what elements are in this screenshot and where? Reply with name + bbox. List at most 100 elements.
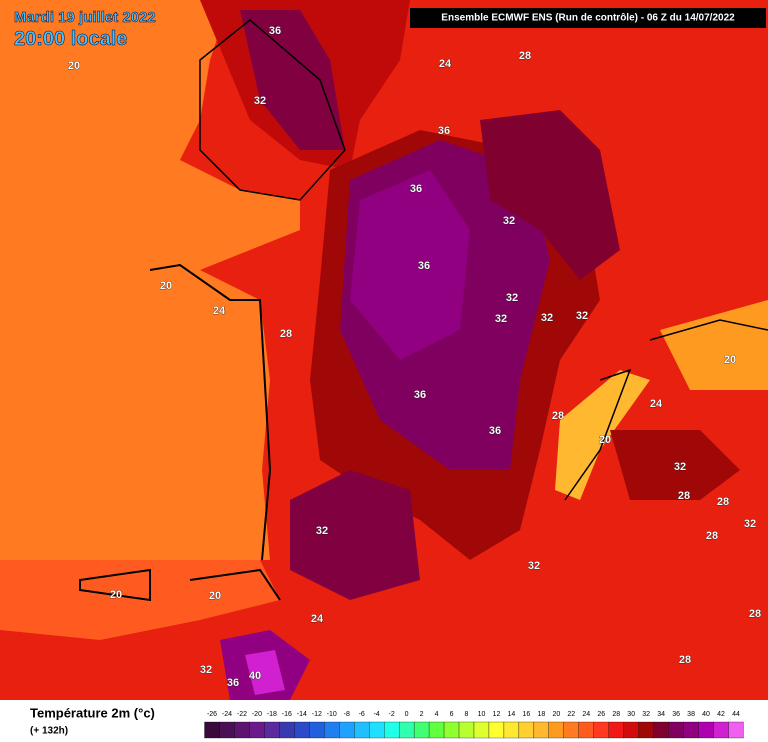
scale-tick-label: 8 bbox=[465, 711, 469, 718]
legend-subtitle: (+ 132h) bbox=[30, 726, 68, 737]
scale-tick-label: 16 bbox=[523, 711, 531, 718]
color-swatch bbox=[234, 721, 250, 739]
color-swatch bbox=[653, 721, 669, 739]
contour-label: 32 bbox=[541, 312, 553, 324]
contour-label: 28 bbox=[280, 328, 292, 340]
contour-label: 36 bbox=[414, 389, 426, 401]
header-box bbox=[410, 8, 766, 28]
scale-tick-label: -20 bbox=[252, 711, 262, 718]
contour-label: 32 bbox=[316, 525, 328, 537]
color-swatch bbox=[488, 721, 505, 739]
color-swatch bbox=[548, 721, 564, 739]
scale-tick-label: -16 bbox=[282, 711, 292, 718]
contour-label: 28 bbox=[678, 490, 690, 502]
color-swatch bbox=[683, 721, 699, 739]
scale-tick-label: -12 bbox=[312, 711, 322, 718]
contour-label: 36 bbox=[227, 677, 239, 689]
contour-label: 32 bbox=[495, 313, 507, 325]
scale-tick-label: 42 bbox=[717, 711, 725, 718]
color-swatch bbox=[309, 721, 325, 739]
contour-label: 24 bbox=[439, 58, 452, 70]
color-swatch bbox=[578, 721, 594, 739]
contour-label: 32 bbox=[200, 664, 212, 676]
scale-tick-label: 12 bbox=[493, 711, 501, 718]
scale-tick-label: 14 bbox=[508, 711, 516, 718]
color-swatch bbox=[413, 721, 430, 739]
scale-tick-label: -10 bbox=[327, 711, 337, 718]
color-swatch bbox=[503, 721, 520, 739]
scale-tick-label: 32 bbox=[642, 711, 650, 718]
contour-label: 24 bbox=[311, 613, 324, 625]
scale-tick-label: 20 bbox=[552, 711, 560, 718]
scale-tick-label: 36 bbox=[672, 711, 680, 718]
map-date: Mardi 19 juillet 2022 bbox=[14, 9, 156, 26]
contour-label: 28 bbox=[552, 410, 564, 422]
scale-tick-label: -18 bbox=[267, 711, 277, 718]
contour-label: 28 bbox=[706, 530, 718, 542]
color-swatch bbox=[354, 721, 370, 739]
scale-tick-label: 30 bbox=[627, 711, 635, 718]
contour-lines bbox=[199, 19, 768, 501]
scale-tick-label: 40 bbox=[702, 711, 710, 718]
contour-label: 20 bbox=[160, 280, 172, 292]
color-swatch bbox=[279, 721, 295, 739]
color-swatch bbox=[473, 721, 490, 739]
scale-tick-label: 4 bbox=[435, 711, 439, 718]
contour-label: 20 bbox=[68, 60, 80, 72]
color-swatch bbox=[623, 721, 639, 739]
contour-label: 28 bbox=[519, 50, 531, 62]
color-swatch bbox=[219, 721, 235, 739]
contour-label: 24 bbox=[213, 305, 226, 317]
scale-tick-label: -24 bbox=[222, 711, 232, 718]
scale-tick-label: 24 bbox=[582, 711, 590, 718]
color-swatch bbox=[324, 721, 340, 739]
contour-label: 20 bbox=[209, 590, 221, 602]
contour-label: 20 bbox=[724, 354, 736, 366]
legend-title: Température 2m (°c) bbox=[30, 705, 155, 720]
contour-label: 28 bbox=[717, 496, 729, 508]
map-time: 20:00 locale bbox=[14, 28, 127, 50]
color-swatch bbox=[428, 721, 445, 739]
scale-tick-label: 10 bbox=[478, 711, 486, 718]
color-swatch bbox=[563, 721, 579, 739]
color-swatch bbox=[264, 721, 280, 739]
contour-label: 32 bbox=[674, 461, 686, 473]
scale-tick-label: -4 bbox=[374, 711, 380, 718]
contour-label: 36 bbox=[418, 260, 430, 272]
scale-tick-label: 28 bbox=[612, 711, 620, 718]
color-swatch bbox=[384, 721, 400, 739]
contour-label: 36 bbox=[489, 425, 501, 437]
ocean-warm bbox=[0, 0, 300, 560]
contour-label: 32 bbox=[254, 95, 266, 107]
color-swatch bbox=[668, 721, 684, 739]
spain-hot bbox=[290, 470, 420, 600]
color-swatch bbox=[713, 721, 729, 739]
contour-label: 28 bbox=[679, 654, 691, 666]
color-swatch bbox=[533, 721, 550, 739]
scale-tick-label: -14 bbox=[297, 711, 307, 718]
contour-label: 20 bbox=[599, 434, 611, 446]
contour-label: 32 bbox=[528, 560, 540, 572]
sea-zone bbox=[0, 560, 280, 640]
scale-tick-label: 34 bbox=[657, 711, 665, 718]
color-swatch bbox=[518, 721, 535, 739]
alps-west-cool bbox=[555, 370, 650, 500]
scale-tick-label: -6 bbox=[359, 711, 365, 718]
contour-label: 32 bbox=[744, 518, 756, 530]
color-swatch bbox=[638, 721, 654, 739]
color-swatch bbox=[339, 721, 355, 739]
color-swatch bbox=[294, 721, 310, 739]
scale-tick-label: 26 bbox=[597, 711, 605, 718]
england-hot bbox=[240, 10, 345, 150]
scale-tick-label: -22 bbox=[237, 711, 247, 718]
contour-label: 32 bbox=[576, 310, 588, 322]
color-swatch bbox=[698, 721, 714, 739]
scale-tick-label: 44 bbox=[732, 711, 740, 718]
scale-tick-label: 22 bbox=[567, 711, 575, 718]
color-scale: -26 -24 -22 -20 -18 -16 -14 -12 -10 -8 -6 -4 -2 0 2 4 6 8… bbox=[204, 711, 744, 739]
contour-label: 40 bbox=[249, 670, 261, 682]
scale-tick-label: -2 bbox=[389, 711, 395, 718]
scale-tick-label: -8 bbox=[344, 711, 350, 718]
color-swatch bbox=[458, 721, 475, 739]
color-swatch bbox=[593, 721, 609, 739]
